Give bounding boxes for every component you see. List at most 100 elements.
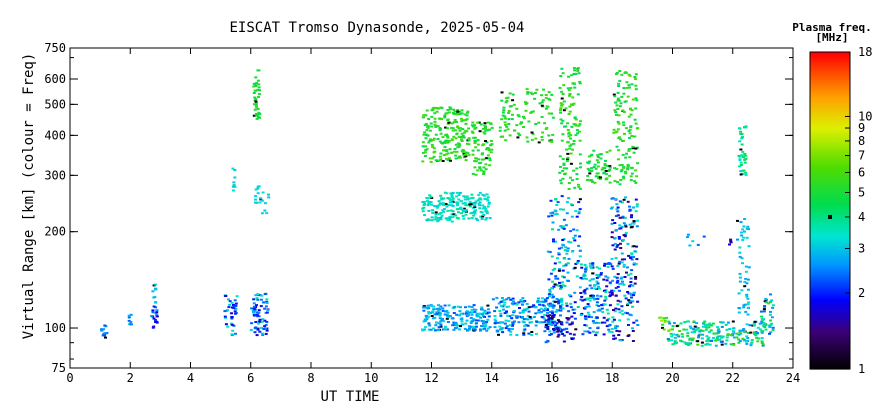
data-point: [592, 321, 596, 324]
data-point: [578, 80, 582, 83]
data-point: [583, 307, 587, 310]
data-point: [519, 121, 523, 124]
data-point: [558, 261, 562, 264]
data-point: [486, 205, 490, 208]
data-point: [629, 281, 633, 283]
data-point: [580, 312, 584, 315]
data-point: [503, 312, 507, 315]
data-point: [706, 338, 710, 341]
data-point: [525, 136, 529, 139]
data-point: [511, 324, 514, 327]
data-point: [438, 202, 442, 205]
colorbar-band: [810, 96, 850, 100]
data-point: [256, 327, 260, 330]
data-point: [553, 300, 557, 303]
data-point: [524, 109, 528, 112]
data-point: [445, 205, 449, 208]
data-point: [749, 331, 753, 334]
data-point: [154, 312, 158, 315]
colorbar-band: [810, 195, 850, 199]
data-point: [470, 306, 474, 308]
data-point: [617, 114, 621, 117]
colorbar-band: [810, 328, 850, 332]
data-point: [733, 336, 736, 339]
data-point: [724, 323, 728, 326]
data-point: [464, 213, 468, 216]
data-point: [440, 106, 444, 109]
data-point: [626, 291, 630, 293]
data-point: [263, 307, 267, 310]
data-point: [619, 339, 623, 342]
data-point: [511, 297, 515, 300]
data-point: [732, 327, 736, 330]
data-point: [454, 327, 458, 330]
data-point: [470, 193, 474, 196]
data-point: [635, 205, 639, 208]
data-point: [702, 325, 705, 328]
colorbar-tick-label: 3: [858, 242, 865, 256]
data-point: [548, 305, 552, 308]
colorbar-band: [810, 339, 850, 343]
data-point: [608, 330, 612, 333]
data-point: [672, 322, 676, 325]
data-point: [467, 139, 471, 142]
data-point: [479, 210, 483, 213]
data-point: [486, 196, 490, 199]
data-point: [552, 285, 556, 288]
data-point: [624, 196, 627, 199]
data-point: [595, 321, 599, 324]
data-point: [596, 154, 600, 157]
data-point: [566, 318, 570, 321]
data-point: [705, 335, 709, 338]
data-point: [666, 338, 670, 340]
data-point: [482, 194, 486, 197]
colorbar-band: [810, 250, 850, 254]
data-point: [687, 344, 691, 347]
colorbar-band: [810, 246, 850, 250]
colorbar-band: [810, 278, 850, 281]
colorbar-band: [810, 98, 850, 102]
data-point: [667, 339, 671, 342]
colorbar-band: [810, 263, 850, 267]
data-point: [541, 316, 545, 319]
data-point: [151, 309, 155, 312]
colorbar-band: [810, 314, 850, 317]
data-point: [446, 118, 450, 121]
data-point: [256, 79, 260, 82]
data-point: [260, 298, 263, 301]
colorbar-band: [810, 256, 850, 260]
data-point: [742, 306, 746, 309]
data-point: [628, 292, 632, 295]
data-point: [527, 310, 531, 313]
data-point: [737, 341, 741, 344]
data-point: [613, 95, 617, 98]
data-point: [709, 324, 713, 327]
data-point: [461, 312, 465, 315]
data-point: [610, 289, 614, 292]
x-tick-label: 14: [485, 371, 499, 385]
data-point: [594, 334, 598, 337]
data-point: [471, 149, 475, 152]
data-point: [547, 134, 551, 137]
data-point: [758, 328, 762, 331]
data-point: [632, 245, 636, 248]
data-point: [740, 231, 743, 234]
data-point: [567, 257, 571, 260]
data-point: [100, 329, 104, 332]
data-point: [626, 335, 630, 337]
data-point: [560, 97, 564, 100]
data-point: [614, 257, 618, 259]
data-point: [608, 181, 612, 184]
data-point: [568, 110, 572, 113]
data-point: [435, 321, 438, 324]
data-point: [484, 168, 488, 171]
data-point: [626, 274, 630, 277]
data-point: [421, 210, 425, 213]
data-point: [433, 112, 437, 115]
data-point: [457, 194, 461, 196]
data-point: [628, 156, 632, 159]
colorbar-band: [810, 134, 850, 138]
data-point: [615, 329, 619, 332]
data-point: [558, 328, 562, 330]
data-point: [588, 262, 592, 265]
